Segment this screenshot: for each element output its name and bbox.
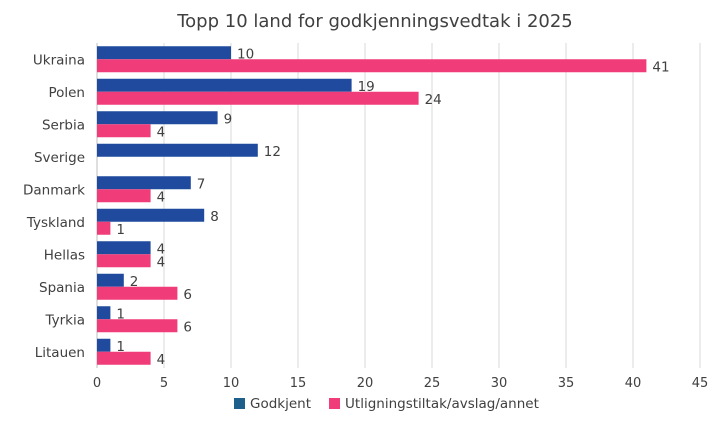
bar-utligning bbox=[97, 59, 647, 73]
data-label: 24 bbox=[425, 92, 442, 108]
category-labels: Ukraina Polen Serbia Sverige Danmark Tyskland… bbox=[23, 52, 85, 361]
data-label: 1 bbox=[116, 222, 125, 238]
category-label: Hellas bbox=[44, 247, 85, 263]
data-label: 10 bbox=[237, 46, 254, 62]
bar-utligning bbox=[97, 254, 151, 268]
bar-utligning bbox=[97, 351, 151, 365]
data-label: 4 bbox=[157, 241, 166, 257]
data-label: 2 bbox=[130, 274, 139, 290]
legend-swatch bbox=[329, 398, 341, 409]
x-tick-label: 40 bbox=[625, 376, 642, 391]
x-tick-label: 30 bbox=[491, 376, 508, 391]
data-label: 1 bbox=[116, 339, 125, 355]
category-label: Polen bbox=[48, 85, 85, 101]
bar-utligning bbox=[97, 91, 419, 105]
category-label: Serbia bbox=[42, 117, 85, 133]
x-tick-label: 10 bbox=[223, 376, 240, 391]
category-label: Tyrkia bbox=[44, 312, 85, 328]
bar-godkjent bbox=[97, 338, 111, 352]
bar-utligning bbox=[97, 189, 151, 203]
category-label: Spania bbox=[39, 280, 85, 296]
x-axis-ticks: 0 5 10 15 20 25 30 35 40 45 bbox=[93, 376, 708, 391]
data-label: 4 bbox=[157, 254, 166, 270]
data-label: 4 bbox=[157, 352, 166, 368]
bar-godkjent bbox=[97, 176, 191, 190]
data-label: 7 bbox=[197, 176, 206, 192]
data-label: 41 bbox=[652, 59, 669, 75]
legend: Godkjent Utligningstiltak/avslag/annet bbox=[234, 396, 539, 412]
chart-title: Topp 10 land for godkjenningsvedtak i 20… bbox=[176, 11, 573, 32]
x-tick-label: 5 bbox=[160, 376, 168, 391]
legend-label: Godkjent bbox=[250, 396, 311, 412]
bar-godkjent bbox=[97, 46, 231, 60]
bar-godkjent bbox=[97, 143, 258, 157]
data-label: 6 bbox=[183, 319, 192, 335]
category-label: Ukraina bbox=[33, 52, 85, 68]
data-label: 8 bbox=[210, 209, 219, 225]
x-tick-label: 45 bbox=[692, 376, 709, 391]
bar-utligning bbox=[97, 286, 178, 300]
category-label: Sverige bbox=[34, 150, 85, 166]
data-label: 9 bbox=[224, 111, 233, 127]
data-label: 1 bbox=[116, 306, 125, 322]
x-tick-label: 15 bbox=[290, 376, 307, 391]
x-tick-label: 35 bbox=[558, 376, 575, 391]
bar-utligning bbox=[97, 124, 151, 138]
legend-swatch bbox=[234, 398, 245, 409]
x-tick-label: 0 bbox=[93, 376, 101, 391]
data-label: 19 bbox=[358, 79, 375, 95]
bar-godkjent bbox=[97, 111, 218, 125]
category-label: Litauen bbox=[35, 345, 85, 361]
data-label: 4 bbox=[157, 189, 166, 205]
bar-utligning bbox=[97, 319, 178, 333]
data-label: 6 bbox=[183, 287, 192, 303]
data-label: 12 bbox=[264, 144, 281, 160]
category-label: Danmark bbox=[23, 182, 85, 198]
bar-godkjent bbox=[97, 208, 205, 222]
x-tick-label: 20 bbox=[357, 376, 374, 391]
bar-utligning bbox=[97, 221, 111, 235]
bar-godkjent bbox=[97, 273, 124, 287]
legend-label: Utligningstiltak/avslag/annet bbox=[345, 396, 539, 412]
bar-godkjent bbox=[97, 306, 111, 320]
bar-godkjent bbox=[97, 241, 151, 255]
data-label: 4 bbox=[157, 124, 166, 140]
bar-godkjent bbox=[97, 78, 352, 92]
category-label: Tyskland bbox=[26, 215, 85, 231]
x-tick-label: 25 bbox=[424, 376, 441, 391]
